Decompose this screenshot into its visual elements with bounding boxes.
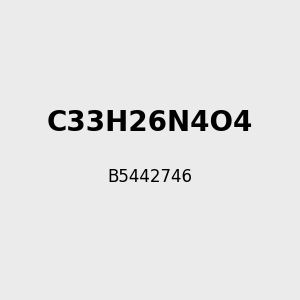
Text: B5442746: B5442746 [107,168,193,186]
Text: C33H26N4O4: C33H26N4O4 [47,109,253,137]
